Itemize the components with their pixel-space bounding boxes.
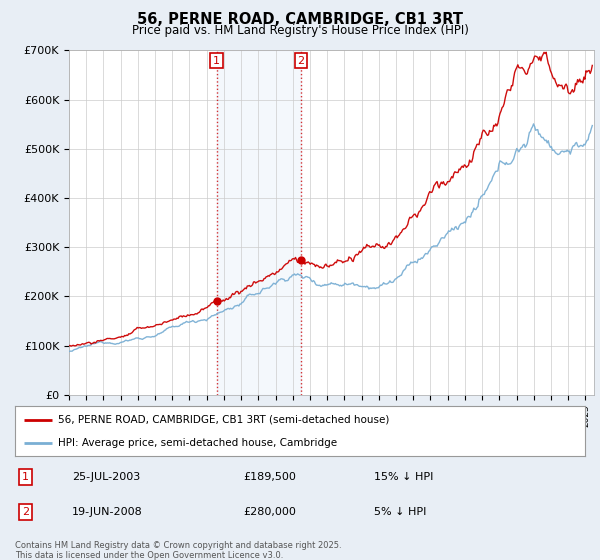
Text: 5% ↓ HPI: 5% ↓ HPI bbox=[374, 507, 427, 517]
Text: £280,000: £280,000 bbox=[243, 507, 296, 517]
Text: 2: 2 bbox=[297, 55, 304, 66]
Text: 2: 2 bbox=[22, 507, 29, 517]
Text: 25-JUL-2003: 25-JUL-2003 bbox=[72, 472, 140, 482]
Text: 1: 1 bbox=[22, 472, 29, 482]
Text: £189,500: £189,500 bbox=[243, 472, 296, 482]
Text: 56, PERNE ROAD, CAMBRIDGE, CB1 3RT: 56, PERNE ROAD, CAMBRIDGE, CB1 3RT bbox=[137, 12, 463, 27]
Text: 56, PERNE ROAD, CAMBRIDGE, CB1 3RT (semi-detached house): 56, PERNE ROAD, CAMBRIDGE, CB1 3RT (semi… bbox=[58, 414, 389, 424]
Text: 1: 1 bbox=[213, 55, 220, 66]
Bar bbox=[217, 50, 301, 395]
Text: HPI: Average price, semi-detached house, Cambridge: HPI: Average price, semi-detached house,… bbox=[58, 438, 337, 448]
Text: Contains HM Land Registry data © Crown copyright and database right 2025.
This d: Contains HM Land Registry data © Crown c… bbox=[15, 541, 341, 560]
Text: Price paid vs. HM Land Registry's House Price Index (HPI): Price paid vs. HM Land Registry's House … bbox=[131, 24, 469, 36]
Text: 15% ↓ HPI: 15% ↓ HPI bbox=[374, 472, 433, 482]
Text: 19-JUN-2008: 19-JUN-2008 bbox=[72, 507, 143, 517]
